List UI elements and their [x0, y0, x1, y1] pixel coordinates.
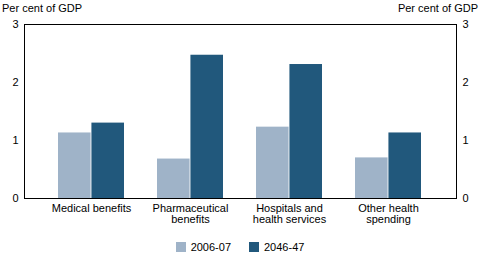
svg-text:0: 0 [12, 192, 18, 204]
html-text:Per cent of GDP: Per cent of GDP [397, 2, 478, 14]
svg-text:1: 1 [12, 134, 18, 146]
svg-text:Pharmaceuticalbenefits: Pharmaceuticalbenefits [153, 202, 229, 225]
html-text:Per cent of GDP: Per cent of GDP [2, 2, 83, 14]
svg-text:2: 2 [463, 76, 469, 88]
svg-text:Hospitals andhealth services: Hospitals andhealth services [253, 202, 327, 225]
svg-text:0: 0 [463, 192, 469, 204]
svg-text:1: 1 [463, 134, 469, 146]
svg-text:3: 3 [463, 18, 469, 30]
html-text:2006-07: 2006-07 [190, 241, 231, 253]
svg-text:Medical benefits: Medical benefits [52, 202, 132, 214]
svg-text:2: 2 [12, 76, 18, 88]
svg-text:3: 3 [12, 18, 18, 30]
svg-text:Other healthspending: Other healthspending [358, 202, 419, 225]
html-text:2046-47: 2046-47 [264, 241, 305, 253]
